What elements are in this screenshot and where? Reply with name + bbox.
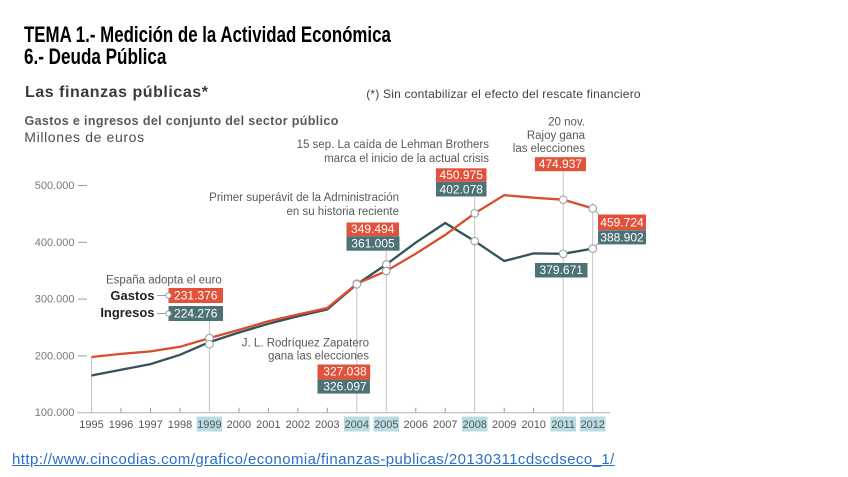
svg-text:2003: 2003 xyxy=(315,419,339,431)
svg-text:200.000: 200.000 xyxy=(35,350,75,362)
svg-text:1998: 1998 xyxy=(168,419,192,431)
svg-text:388.902: 388.902 xyxy=(600,231,644,245)
svg-text:Gastos: Gastos xyxy=(110,288,154,303)
svg-text:Rajoy gana: Rajoy gana xyxy=(527,130,586,142)
svg-text:2000: 2000 xyxy=(227,419,251,431)
svg-text:2011: 2011 xyxy=(551,419,575,431)
svg-text:marca el inicio de la actual c: marca el inicio de la actual crisis xyxy=(324,153,489,165)
svg-text:100.000: 100.000 xyxy=(35,407,75,419)
svg-text:2008: 2008 xyxy=(462,419,486,431)
svg-text:2007: 2007 xyxy=(433,419,457,431)
svg-text:15 sep. La caída de Lehman Bro: 15 sep. La caída de Lehman Brothers xyxy=(297,139,490,151)
svg-text:1999: 1999 xyxy=(197,419,221,431)
svg-text:2004: 2004 xyxy=(345,419,369,431)
svg-text:224.276: 224.276 xyxy=(174,307,218,321)
svg-text:2001: 2001 xyxy=(256,419,280,431)
svg-text:459.724: 459.724 xyxy=(600,215,644,229)
svg-text:en su historia reciente: en su historia reciente xyxy=(286,206,399,218)
svg-text:2005: 2005 xyxy=(374,419,398,431)
svg-text:2012: 2012 xyxy=(580,419,604,431)
svg-text:474.937: 474.937 xyxy=(539,157,583,171)
svg-text:300.000: 300.000 xyxy=(35,294,75,306)
svg-text:1997: 1997 xyxy=(138,419,162,431)
svg-text:1996: 1996 xyxy=(109,419,133,431)
svg-text:España adopta el euro: España adopta el euro xyxy=(106,274,222,286)
svg-text:Ingresos: Ingresos xyxy=(100,305,154,320)
svg-text:379.671: 379.671 xyxy=(540,263,584,277)
svg-text:231.376: 231.376 xyxy=(174,289,218,303)
svg-text:2006: 2006 xyxy=(404,419,428,431)
svg-text:2009: 2009 xyxy=(492,419,516,431)
svg-text:2010: 2010 xyxy=(521,419,545,431)
svg-text:361.005: 361.005 xyxy=(351,237,395,251)
svg-text:326.097: 326.097 xyxy=(323,379,367,393)
svg-text:gana las elecciones: gana las elecciones xyxy=(268,351,369,363)
svg-text:450.975: 450.975 xyxy=(440,168,484,182)
svg-text:327.038: 327.038 xyxy=(323,365,367,379)
svg-text:1995: 1995 xyxy=(79,419,103,431)
svg-text:349.494: 349.494 xyxy=(351,222,395,236)
svg-text:2002: 2002 xyxy=(286,419,310,431)
svg-text:402.078: 402.078 xyxy=(440,182,484,196)
svg-text:Primer superávit de la Adminis: Primer superávit de la Administración xyxy=(209,192,399,204)
svg-text:20 nov.: 20 nov. xyxy=(548,117,585,129)
svg-text:400.000: 400.000 xyxy=(35,237,75,249)
svg-text:500.000: 500.000 xyxy=(35,180,75,192)
svg-text:J. L. Rodríquez Zapatero: J. L. Rodríquez Zapatero xyxy=(242,338,369,350)
svg-text:las elecciones: las elecciones xyxy=(513,143,585,155)
